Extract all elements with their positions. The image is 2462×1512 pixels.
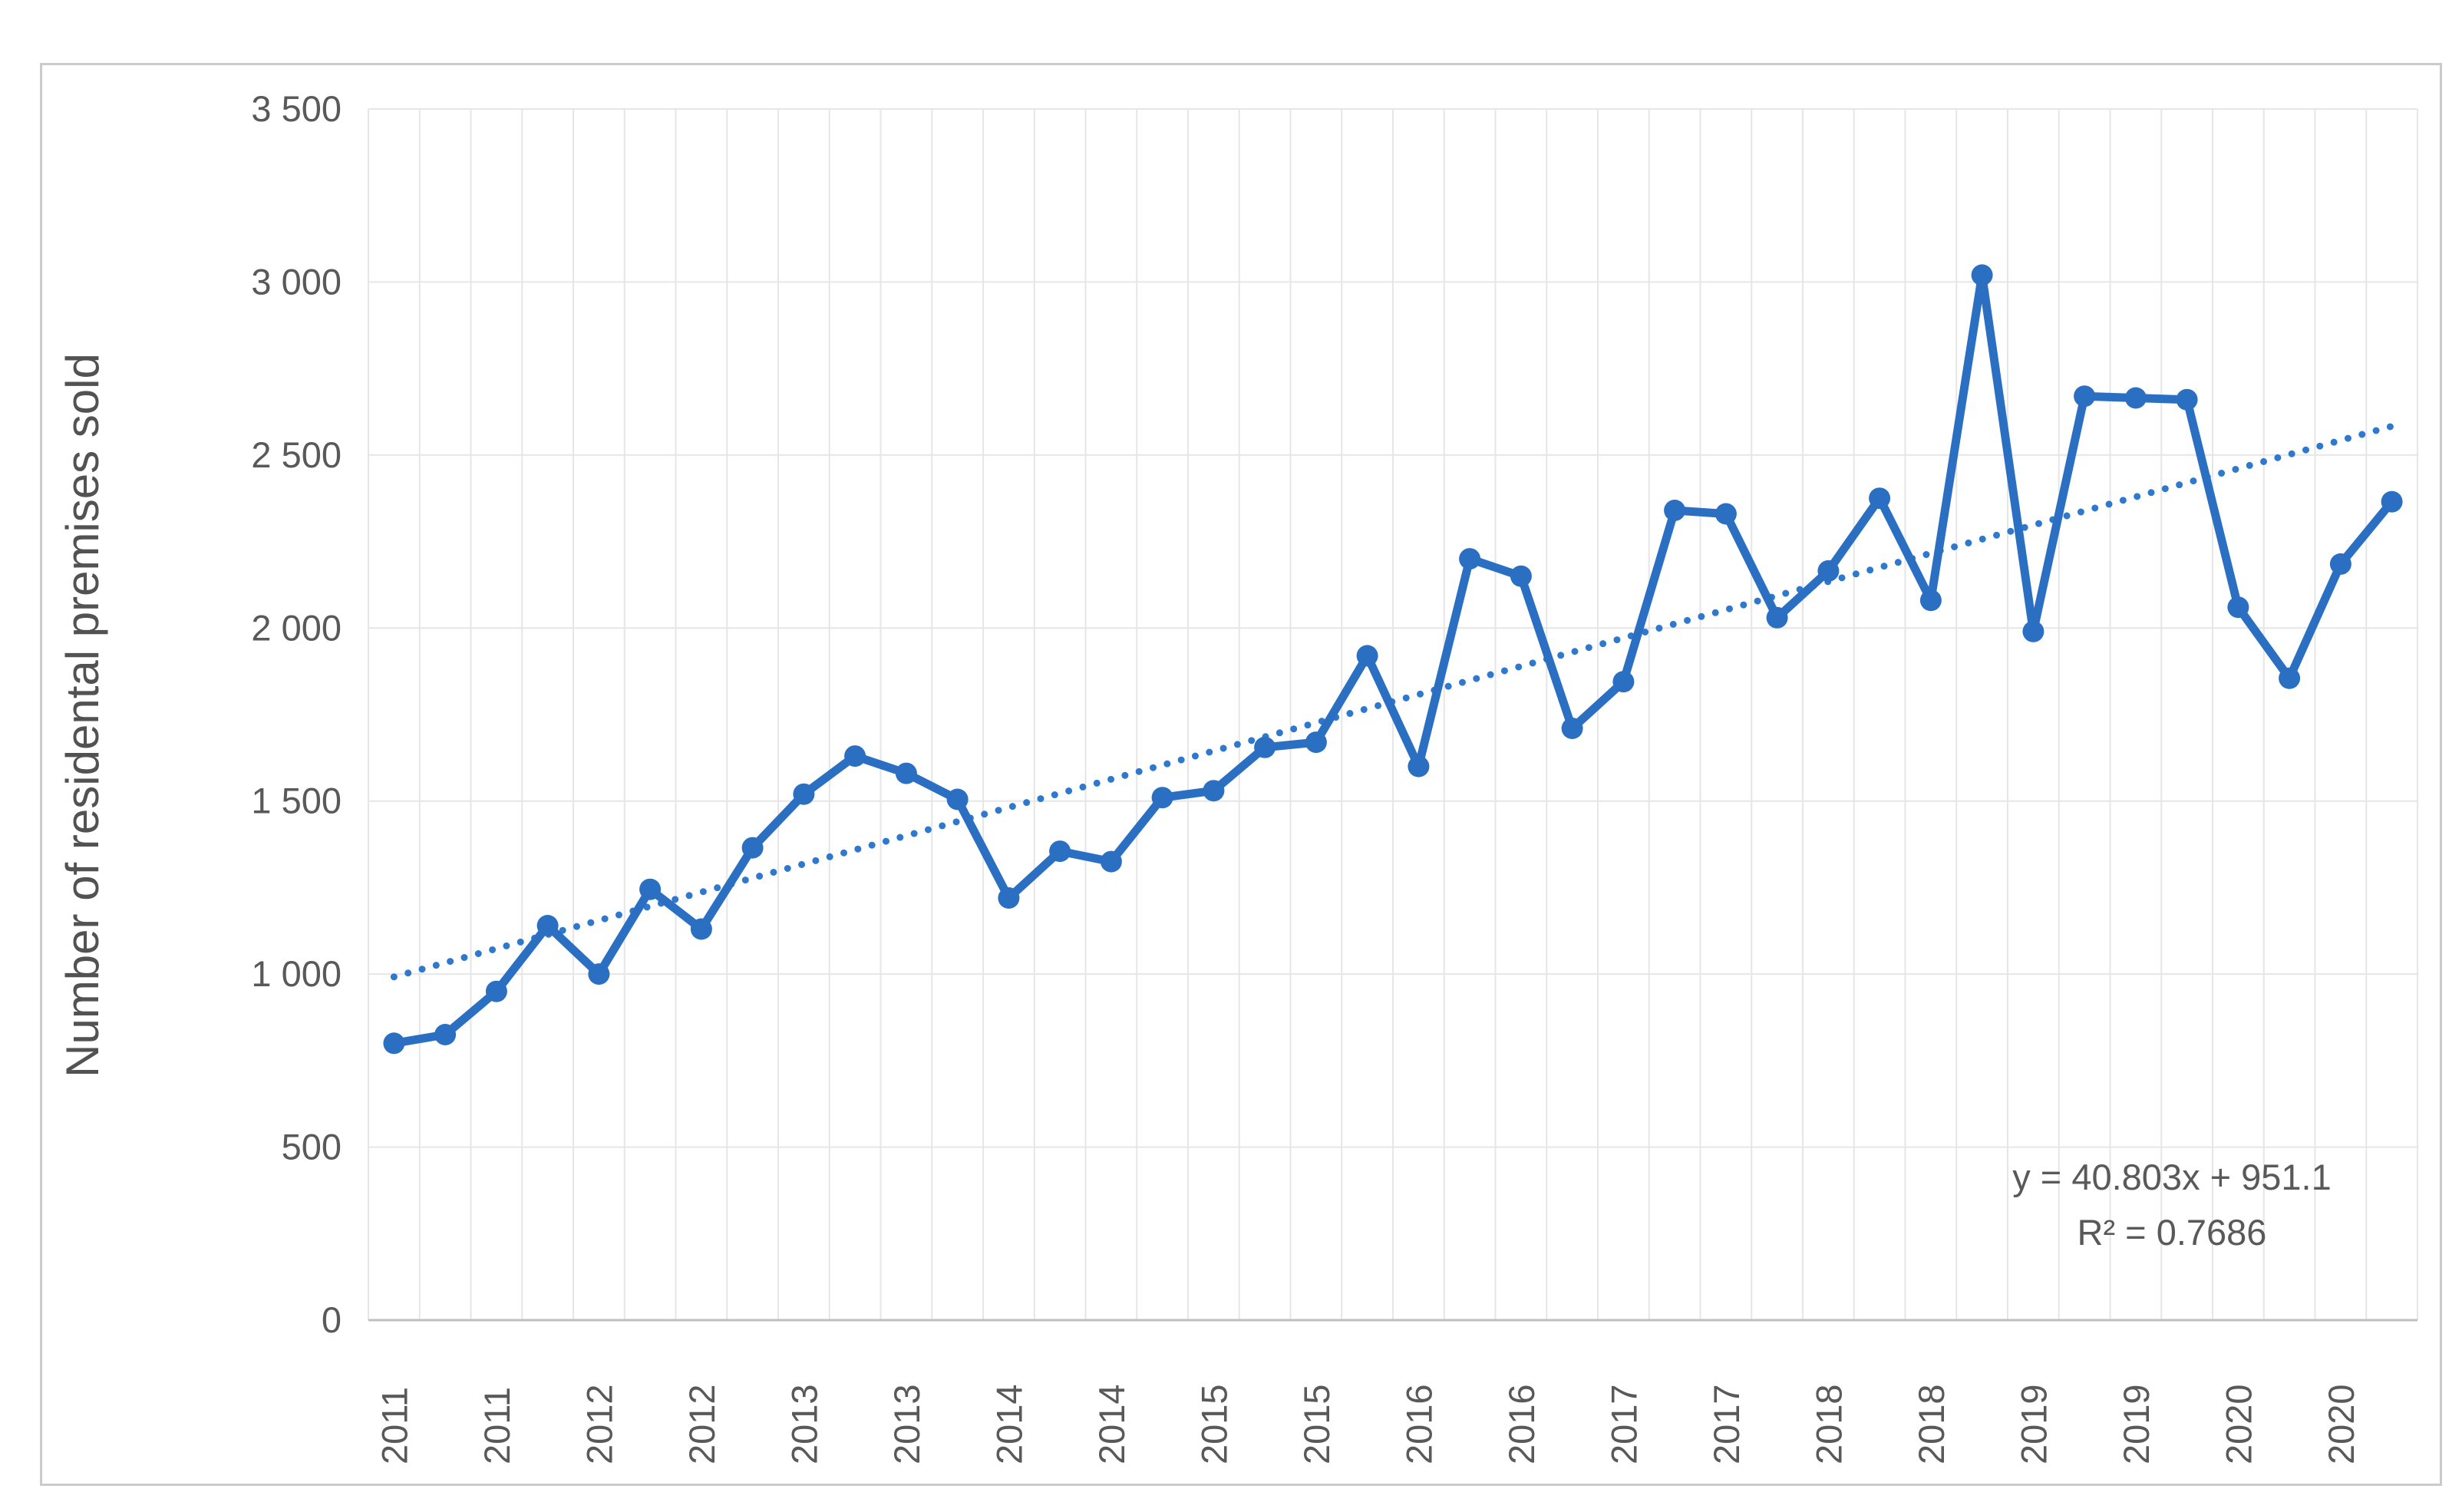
data-point-marker bbox=[1049, 840, 1071, 863]
data-point-marker bbox=[1305, 731, 1327, 754]
data-point-marker bbox=[2176, 388, 2198, 411]
data-point-marker bbox=[895, 762, 917, 784]
x-tick-label: 2020 bbox=[2218, 1384, 2259, 1464]
x-tick-label: 2014 bbox=[1091, 1384, 1132, 1464]
data-point-marker bbox=[2022, 620, 2045, 642]
x-tick-label: 2017 bbox=[1706, 1384, 1747, 1464]
x-tick-label: 2014 bbox=[988, 1384, 1029, 1464]
trendline-label: y = 40.803x + 951.1 R² = 0.7686 bbox=[1972, 1150, 2371, 1260]
x-tick-label: 2017 bbox=[1603, 1384, 1644, 1464]
data-point-marker bbox=[793, 783, 815, 805]
data-point-marker bbox=[2279, 667, 2301, 689]
x-tick-label: 2013 bbox=[784, 1384, 824, 1464]
x-tick-label: 2016 bbox=[1501, 1384, 1542, 1464]
data-point-marker bbox=[998, 887, 1020, 909]
y-tick-label: 1 500 bbox=[251, 781, 342, 821]
data-point-marker bbox=[1817, 560, 1840, 582]
x-tick-label: 2019 bbox=[2013, 1384, 2054, 1464]
data-point-marker bbox=[1459, 548, 1481, 570]
data-point-marker bbox=[2381, 490, 2403, 513]
y-tick-label: 1 000 bbox=[251, 953, 342, 994]
data-point-marker bbox=[1356, 645, 1378, 667]
x-tick-label: 2013 bbox=[886, 1384, 927, 1464]
data-point-marker bbox=[1919, 589, 1942, 612]
data-point-marker bbox=[1100, 850, 1122, 873]
y-tick-label: 0 bbox=[322, 1299, 342, 1340]
data-point-marker bbox=[485, 980, 507, 1002]
data-point-marker bbox=[1151, 787, 1173, 809]
data-point-marker bbox=[946, 788, 969, 810]
data-point-marker bbox=[1612, 671, 1635, 693]
data-point-marker bbox=[1408, 755, 1430, 777]
x-tick-label: 2020 bbox=[2321, 1384, 2361, 1464]
x-tick-label: 2011 bbox=[374, 1387, 414, 1464]
y-axis-title: Number of residental premises sold bbox=[57, 353, 108, 1078]
data-point-marker bbox=[536, 915, 559, 936]
x-tick-label: 2015 bbox=[1193, 1384, 1234, 1464]
x-tick-label: 2016 bbox=[1398, 1384, 1439, 1464]
y-tick-label: 2 000 bbox=[251, 607, 342, 648]
data-point-marker bbox=[844, 745, 866, 768]
x-tick-label: 2015 bbox=[1296, 1384, 1337, 1464]
data-point-marker bbox=[588, 963, 610, 985]
data-point-marker bbox=[1869, 487, 1891, 510]
chart-border bbox=[40, 63, 2442, 1486]
y-tick-label: 3 000 bbox=[251, 261, 342, 302]
trendline-r-squared: R² = 0.7686 bbox=[2077, 1212, 2267, 1253]
data-point-marker bbox=[1510, 565, 1532, 587]
data-point-marker bbox=[1971, 264, 1993, 286]
data-point-marker bbox=[2124, 387, 2147, 409]
data-point-marker bbox=[1664, 500, 1686, 521]
data-point-marker bbox=[2227, 596, 2249, 619]
data-point-marker bbox=[1203, 780, 1225, 802]
data-point-marker bbox=[434, 1024, 457, 1045]
x-tick-label: 2012 bbox=[579, 1384, 619, 1464]
data-point-marker bbox=[2329, 553, 2351, 575]
y-tick-label: 3 500 bbox=[251, 88, 342, 129]
data-point-marker bbox=[639, 878, 662, 900]
x-tick-label: 2019 bbox=[2116, 1384, 2157, 1464]
x-tick-label: 2012 bbox=[682, 1384, 722, 1464]
data-point-marker bbox=[1561, 718, 1583, 739]
data-point-marker bbox=[2074, 385, 2096, 408]
data-point-marker bbox=[741, 837, 764, 859]
y-tick-label: 500 bbox=[282, 1127, 342, 1167]
data-point-marker bbox=[383, 1032, 405, 1055]
y-tick-label: 2 500 bbox=[251, 434, 342, 475]
x-tick-label: 2018 bbox=[1808, 1384, 1849, 1464]
data-point-marker bbox=[1254, 736, 1276, 758]
data-series-line bbox=[389, 270, 2397, 1048]
trendline-equation: y = 40.803x + 951.1 bbox=[2012, 1157, 2332, 1197]
data-point-marker bbox=[690, 918, 712, 940]
data-point-marker bbox=[1766, 606, 1788, 629]
x-tick-label: 2011 bbox=[477, 1387, 517, 1464]
data-point-marker bbox=[1714, 503, 1737, 525]
x-tick-label: 2018 bbox=[1911, 1384, 1952, 1464]
